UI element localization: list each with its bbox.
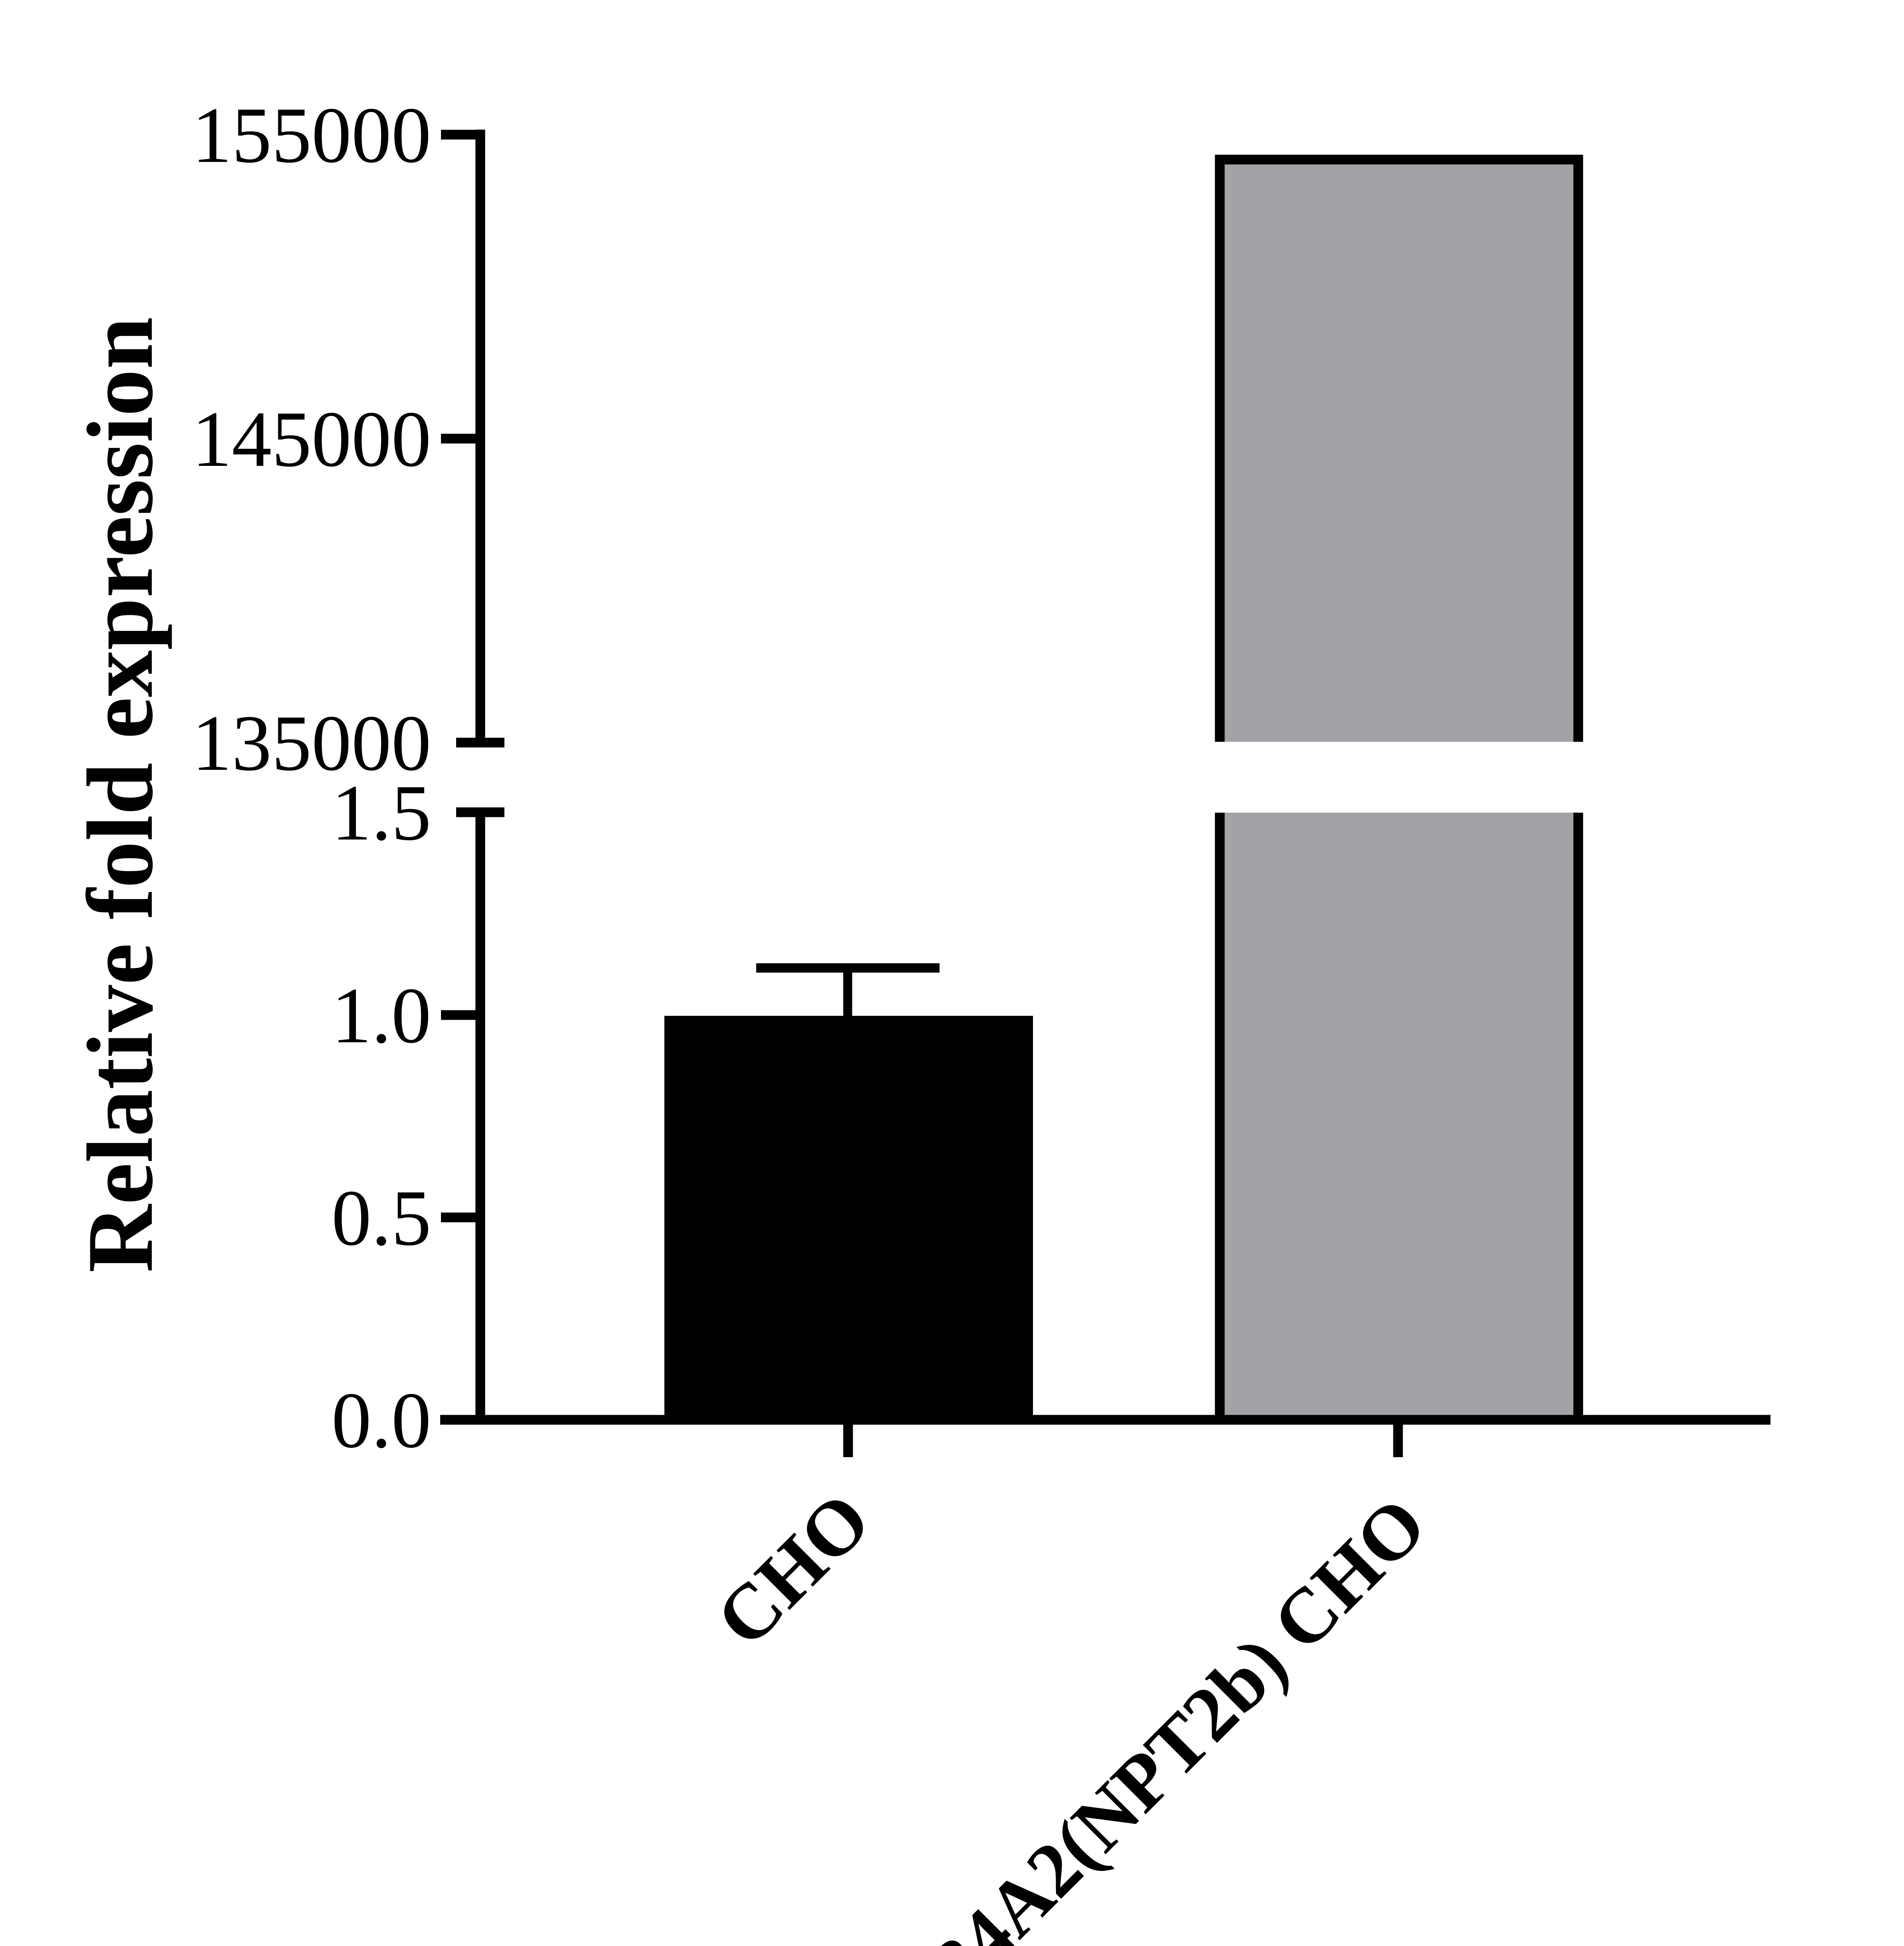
svg-text:135000: 135000 (192, 699, 431, 787)
svg-text:145000: 145000 (192, 395, 431, 483)
svg-text:0.5: 0.5 (332, 1174, 431, 1262)
svg-text:Relative fold expression: Relative fold expression (68, 317, 172, 1273)
svg-text:155000: 155000 (192, 91, 431, 179)
svg-text:1.5: 1.5 (332, 769, 431, 857)
svg-text:1.0: 1.0 (332, 971, 431, 1060)
svg-text:0.0: 0.0 (332, 1376, 431, 1465)
